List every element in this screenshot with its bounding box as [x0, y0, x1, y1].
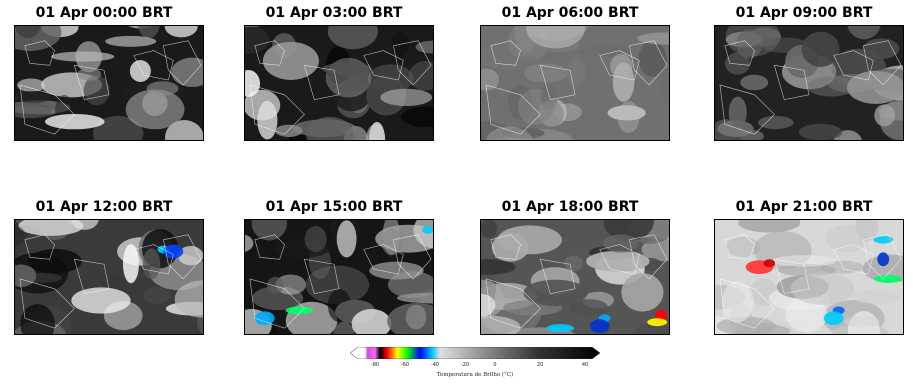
satellite-panel: 01 Apr 09:00 BRT — [700, 5, 908, 177]
satellite-image — [244, 25, 434, 141]
panel-title: 01 Apr 03:00 BRT — [265, 5, 403, 21]
colorbar-ticks: -80 -60 -40 -20 0 20 40 — [350, 362, 600, 370]
colorbar-tick-label: -60 — [400, 362, 410, 368]
panel-title: 01 Apr 15:00 BRT — [265, 199, 403, 215]
colorbar-tick-label: 40 — [581, 362, 589, 368]
panel-title: 01 Apr 21:00 BRT — [735, 199, 873, 215]
panel-title: 01 Apr 06:00 BRT — [501, 5, 639, 21]
satellite-image — [480, 25, 670, 141]
satellite-image — [480, 219, 670, 335]
colorbar-tick-label: 0 — [493, 362, 497, 368]
satellite-panel: 01 Apr 12:00 BRT — [0, 199, 208, 371]
panel-title: 01 Apr 09:00 BRT — [735, 5, 873, 21]
satellite-image — [244, 219, 434, 335]
satellite-image — [714, 219, 904, 335]
colorbar-label: Temperatura de Brilho (°C) — [436, 372, 514, 378]
satellite-panel: 01 Apr 21:00 BRT — [700, 199, 908, 371]
satellite-panel: 01 Apr 06:00 BRT — [466, 5, 674, 177]
satellite-image — [714, 25, 904, 141]
colorbar-tick-label: -80 — [370, 362, 380, 368]
colorbar-tick-label: 20 — [536, 362, 544, 368]
panel-title: 01 Apr 18:00 BRT — [501, 199, 639, 215]
satellite-panel: 01 Apr 15:00 BRT — [230, 199, 438, 371]
satellite-panel: 01 Apr 00:00 BRT — [0, 5, 208, 177]
colorbar: -80 -60 -40 -20 0 20 40 Temperatura de Brilho … — [340, 345, 610, 387]
colorbar-gradient — [350, 347, 600, 359]
satellite-image — [14, 219, 204, 335]
colorbar-tick-label: -20 — [460, 362, 470, 368]
panel-title: 01 Apr 12:00 BRT — [35, 199, 173, 215]
satellite-panel: 01 Apr 18:00 BRT — [466, 199, 674, 371]
satellite-image — [14, 25, 204, 141]
colorbar-tick-label: -40 — [430, 362, 440, 368]
panel-title: 01 Apr 00:00 BRT — [35, 5, 173, 21]
satellite-panel: 01 Apr 03:00 BRT — [230, 5, 438, 177]
